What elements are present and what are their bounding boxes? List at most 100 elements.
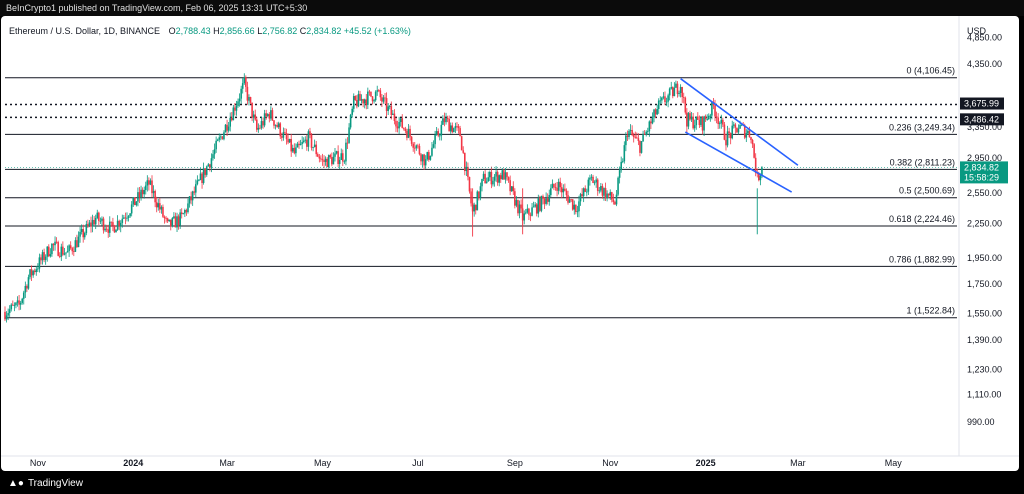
candle-body — [435, 131, 438, 135]
candle-body — [540, 196, 543, 211]
candle-body — [177, 216, 180, 226]
candle-body — [38, 257, 41, 269]
candle-body — [279, 123, 282, 137]
candle-body — [342, 153, 344, 162]
candle-body — [651, 117, 654, 124]
fib-level-label: 1 (1,522.84) — [906, 306, 955, 316]
candle-body — [463, 152, 466, 172]
candle-body — [210, 158, 213, 168]
candle-body — [629, 129, 632, 131]
candle-body — [129, 213, 131, 217]
candle-body — [454, 126, 457, 129]
candle-body — [679, 86, 682, 94]
y-tick-label: 1,110.00 — [967, 389, 1001, 399]
candle-body — [584, 188, 587, 192]
candle-body — [190, 196, 192, 201]
candle-body — [116, 220, 119, 230]
candle-body — [4, 311, 6, 320]
candle-body — [621, 161, 624, 163]
candle-body — [182, 213, 185, 215]
candle-body — [617, 177, 619, 195]
candle-body — [457, 126, 460, 129]
candle-body — [285, 133, 288, 140]
candle-body — [532, 206, 535, 208]
candle-body — [528, 208, 530, 215]
candle-body — [478, 191, 480, 198]
candle-body — [670, 87, 673, 89]
candle-body — [10, 304, 13, 310]
candle-body — [515, 200, 518, 206]
candle-body — [531, 207, 533, 216]
candle-body — [684, 97, 687, 113]
candle-body — [453, 128, 455, 133]
candle-body — [399, 118, 402, 123]
candle-body — [398, 122, 400, 129]
open-label: O — [168, 26, 176, 36]
candle-body — [5, 315, 8, 320]
candle-body — [44, 256, 47, 260]
candle-body — [537, 198, 540, 214]
y-tick-label: 1,390.00 — [967, 335, 1002, 345]
candle-body — [664, 96, 666, 103]
candle-body — [26, 285, 28, 289]
candle-body — [482, 173, 485, 179]
candle-body — [126, 217, 128, 219]
candle-body — [697, 116, 699, 120]
candle-body — [110, 221, 113, 223]
candle-body — [456, 126, 458, 127]
candle-body — [141, 189, 144, 195]
candle-body — [542, 196, 544, 199]
candle-body — [115, 229, 117, 233]
candle-body — [266, 114, 269, 116]
candle-body — [288, 138, 291, 143]
low-label: L — [257, 26, 263, 36]
candle-body — [30, 269, 33, 276]
x-tick-label: Mar — [219, 458, 235, 468]
candle-body — [259, 127, 261, 129]
candle-body — [246, 86, 249, 101]
candle-body — [165, 218, 167, 219]
candle-body — [567, 195, 569, 203]
candle-body — [681, 86, 683, 97]
candle-body — [751, 139, 754, 145]
fib-level-label: 0.382 (2,811.23) — [890, 157, 955, 167]
candle-body — [107, 229, 110, 233]
candle-body — [612, 199, 615, 202]
candle-body — [188, 196, 191, 204]
candle-body — [387, 106, 389, 111]
candle-body — [291, 147, 294, 152]
candle-body — [523, 213, 526, 221]
candle-body — [754, 157, 757, 173]
candle-body — [152, 190, 155, 194]
candle-body — [604, 188, 607, 199]
level-price-tag-label: 3,486.42 — [964, 114, 999, 124]
candle-body — [556, 187, 558, 191]
candle-body — [271, 110, 274, 121]
candle-body — [171, 217, 174, 227]
candle-body — [462, 150, 465, 153]
candle-body — [162, 206, 164, 217]
y-tick-label: 4,350.00 — [967, 59, 1002, 69]
candle-body — [130, 204, 133, 214]
candle-body — [168, 219, 171, 222]
candle-body — [609, 192, 612, 196]
candle-body — [316, 154, 319, 157]
candle-body — [29, 269, 31, 278]
candle-body — [589, 177, 591, 180]
candle-body — [307, 131, 310, 147]
candle-body — [509, 180, 511, 192]
candle-body — [18, 300, 20, 305]
candle-body — [451, 125, 454, 133]
candle-body — [331, 157, 333, 165]
candle-body — [88, 222, 91, 226]
candle-body — [534, 204, 536, 207]
candle-body — [163, 216, 166, 219]
candle-body — [169, 219, 172, 227]
candle-body — [40, 257, 42, 261]
candle-body — [146, 180, 149, 186]
candle-body — [295, 147, 297, 154]
candle-body — [224, 124, 227, 133]
candle-body — [429, 155, 432, 160]
chart-panel[interactable]: USD 4,850.00 4,350.00 3,350.00 2,950.00 2,550… — [1, 16, 1019, 471]
